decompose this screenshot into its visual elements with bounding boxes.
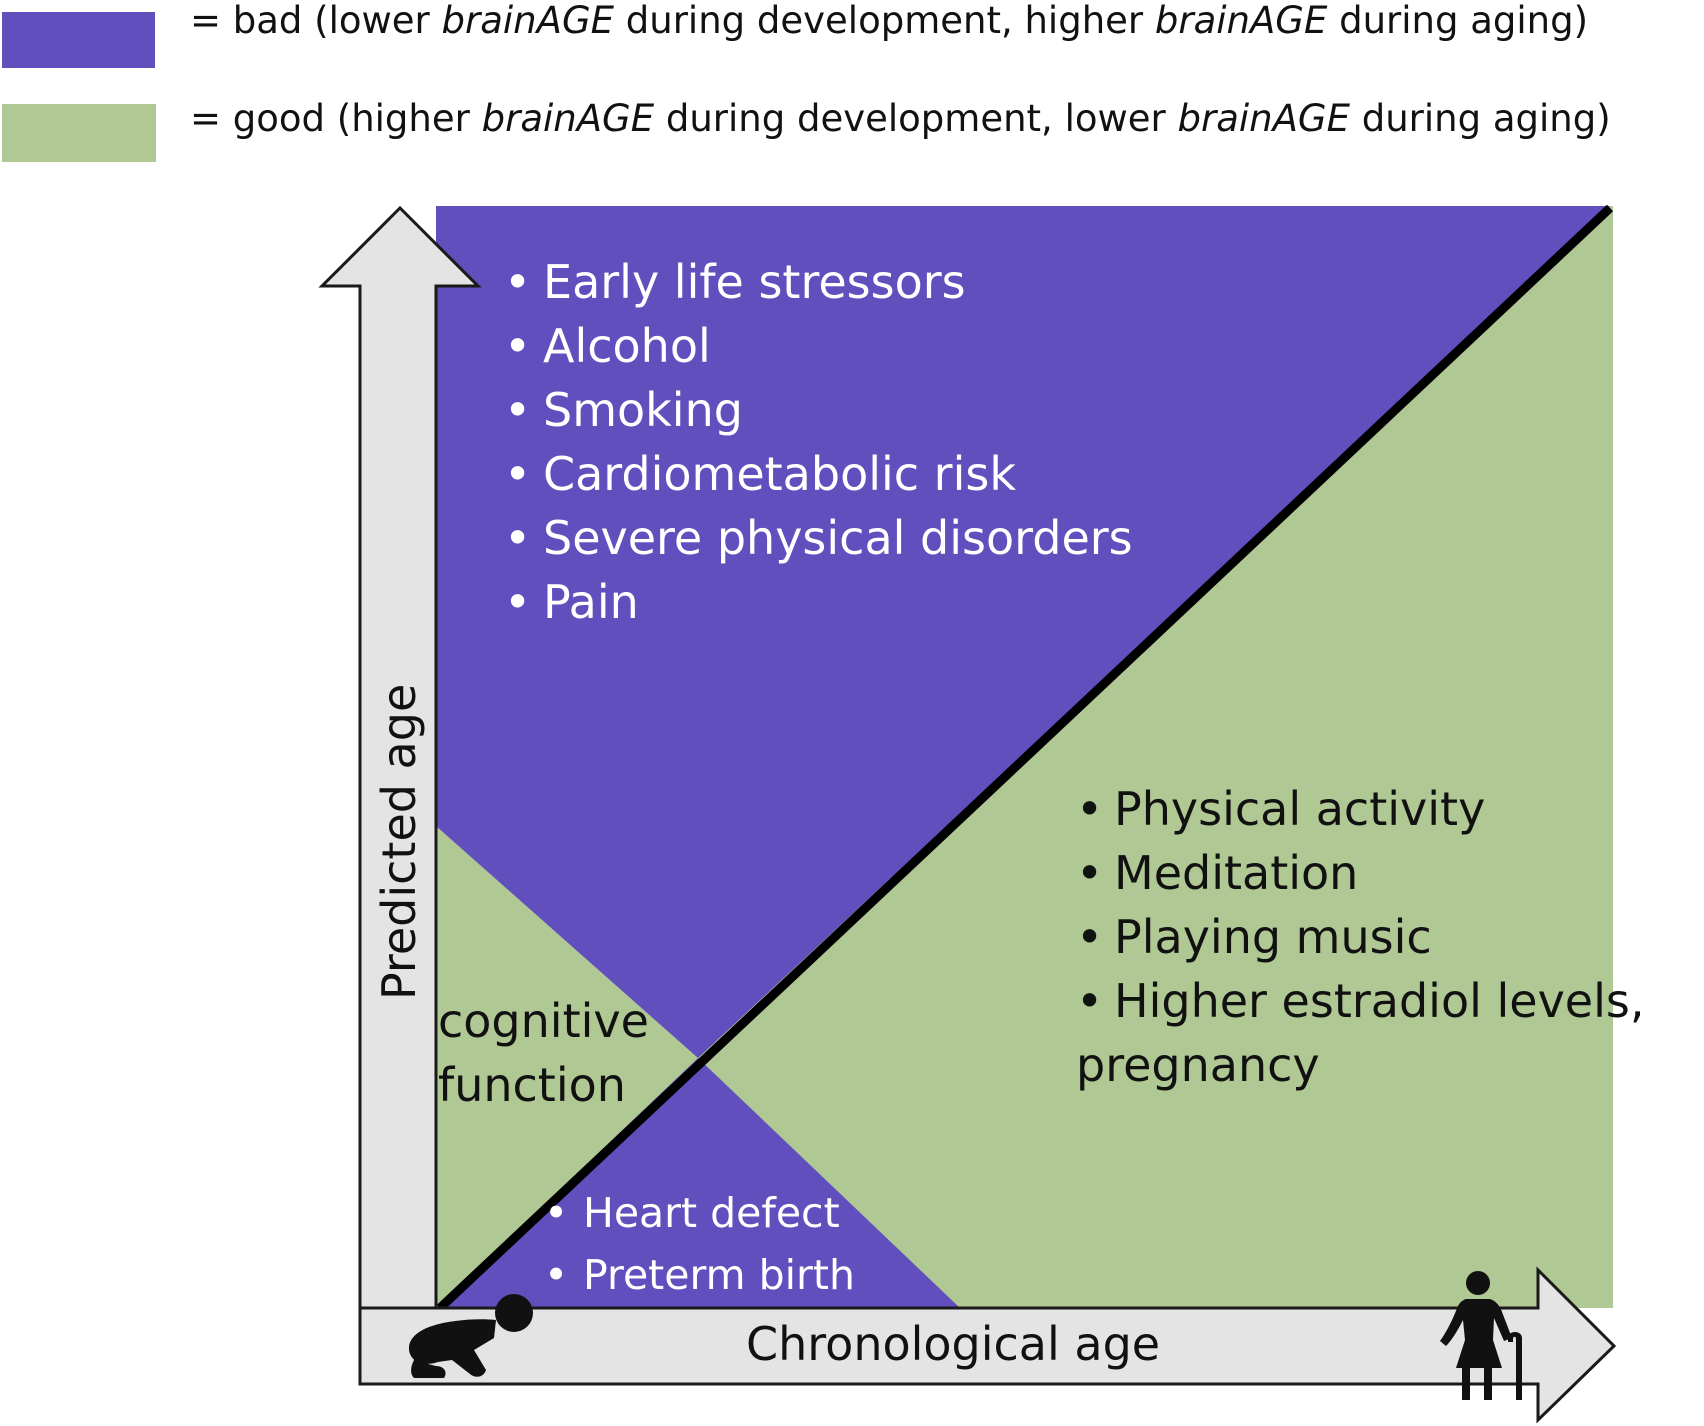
legend-good-term-1: brainAGE: [482, 97, 655, 140]
bad-aging-region: [400, 206, 1610, 1058]
legend-bad-prefix: = bad (lower: [190, 0, 442, 42]
development-good-line: cognitive: [438, 994, 649, 1048]
legend-text-bad: = bad (lower brainAGE during development…: [190, 0, 1588, 42]
list-item-continuation: pregnancy: [1076, 1038, 1320, 1092]
legend-good-suffix: during aging): [1350, 97, 1611, 140]
legend-swatch-good: [2, 104, 156, 162]
aging-bad-factors-list: • Early life stressors • Alcohol • Smoki…: [504, 255, 1133, 629]
list-bullet: •: [1076, 846, 1103, 900]
list-item: Early life stressors: [543, 255, 966, 309]
y-axis-label: Predicted age: [372, 684, 426, 1000]
list-bullet: •: [504, 575, 531, 629]
list-item: Heart defect: [583, 1189, 840, 1237]
list-item: Pain: [543, 575, 639, 629]
aging-good-factors-list: • Physical activity • Meditation • Playi…: [1076, 782, 1644, 1092]
list-bullet: •: [504, 447, 531, 501]
list-bullet: •: [1076, 910, 1103, 964]
legend-text-good: = good (higher brainAGE during developme…: [190, 97, 1611, 140]
list-item: Alcohol: [543, 319, 711, 373]
list-item: Physical activity: [1114, 782, 1485, 836]
list-bullet: •: [1076, 782, 1103, 836]
chronological-age-axis-arrow: [358, 1266, 1617, 1424]
legend-good-middle: during development, lower: [654, 97, 1177, 140]
list-item: Higher estradiol levels,: [1114, 974, 1644, 1028]
list-bullet: •: [504, 319, 531, 373]
legend-bad-term-2: brainAGE: [1155, 0, 1328, 42]
list-bullet: •: [504, 383, 531, 437]
list-bullet: •: [504, 511, 531, 565]
legend-good-prefix: = good (higher: [190, 97, 482, 140]
development-bad-factors-list: • Heart defect • Preterm birth: [544, 1189, 855, 1299]
crawling-baby-icon: [408, 1294, 533, 1378]
predicted-age-axis-arrow: [318, 205, 482, 1310]
legend-good-term-2: brainAGE: [1178, 97, 1351, 140]
list-item: Playing music: [1114, 910, 1432, 964]
legend-bad-term-1: brainAGE: [442, 0, 615, 42]
list-item: Smoking: [543, 383, 743, 437]
elderly-person-with-cane-icon: [1440, 1271, 1522, 1400]
legend-swatch-bad: [2, 12, 155, 68]
legend-bad-middle: during development, higher: [614, 0, 1155, 42]
legend-bad-suffix: during aging): [1327, 0, 1588, 42]
bad-development-region: [436, 1058, 960, 1308]
development-good-line: function: [438, 1058, 626, 1112]
list-item: Severe physical disorders: [543, 511, 1133, 565]
list-item: Cardiometabolic risk: [543, 447, 1016, 501]
identity-diagonal-line: [436, 204, 1614, 1312]
development-good-factors: cognitive function: [438, 994, 649, 1112]
list-item: Meditation: [1114, 846, 1358, 900]
list-bullet: •: [504, 255, 531, 309]
list-item: Preterm birth: [583, 1251, 855, 1299]
list-bullet: •: [1076, 974, 1103, 1028]
list-bullet: •: [544, 1251, 568, 1299]
list-bullet: •: [544, 1189, 568, 1237]
x-axis-label: Chronological age: [746, 1317, 1160, 1371]
